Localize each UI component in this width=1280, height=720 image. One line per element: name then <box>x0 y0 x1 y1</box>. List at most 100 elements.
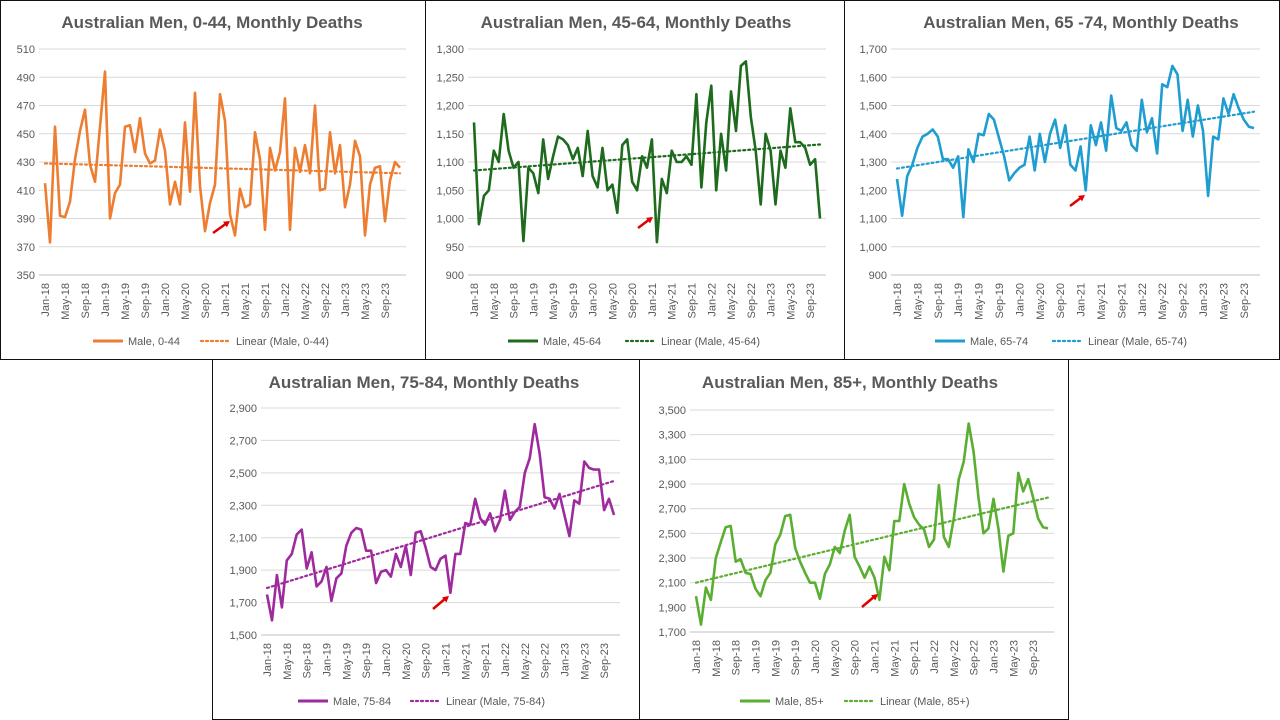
x-tick-label: May-19 <box>548 283 560 320</box>
x-tick-label: Sep-22 <box>1178 283 1190 318</box>
chart-panel-75-84: Australian Men, 75-84, Monthly Deaths 1,5… <box>212 359 640 720</box>
x-tick-label: Sep-19 <box>568 283 580 318</box>
y-tick-label: 1,500 <box>859 101 887 113</box>
x-tick-label: Sep-22 <box>969 640 981 675</box>
arrow-head <box>442 596 449 603</box>
x-tick-label: Jan-21 <box>647 283 659 317</box>
x-tick-label: Sep-20 <box>850 640 862 675</box>
x-tick-label: May-18 <box>711 640 723 677</box>
arrow-head <box>871 594 878 601</box>
series-line <box>43 70 401 244</box>
chart-title: Australian Men, 65 -74, Monthly Deaths <box>923 13 1239 32</box>
x-tick-label: Sep-21 <box>686 283 698 318</box>
x-tick-label: Jan-18 <box>469 283 481 317</box>
y-tick-label: 3,100 <box>658 454 686 466</box>
x-tick-label: Jan-23 <box>766 283 778 317</box>
x-tick-label: Jan-20 <box>160 283 172 317</box>
x-tick-label: Jan-18 <box>262 643 274 677</box>
y-tick-label: 350 <box>17 270 35 282</box>
y-tick-label: 1,500 <box>229 630 257 642</box>
chart-panel-85-plus: Australian Men, 85+, Monthly Deaths 1,700… <box>639 359 1069 720</box>
x-tick-label: May-20 <box>607 283 619 320</box>
x-tick-label: May-19 <box>770 640 782 677</box>
x-tick-label: Jan-22 <box>706 283 718 317</box>
y-tick-label: 390 <box>17 214 35 226</box>
x-tick-label: Sep-20 <box>421 643 433 678</box>
x-tick-label: Sep-20 <box>200 283 212 318</box>
y-tick-label: 2,100 <box>658 578 686 590</box>
series-line <box>694 422 1049 626</box>
y-tick-label: 510 <box>17 44 35 56</box>
y-tick-label: 2,700 <box>658 504 686 516</box>
y-tick-label: 2,500 <box>229 468 257 480</box>
y-tick-label: 470 <box>17 101 35 113</box>
x-tick-label: May-21 <box>889 640 901 677</box>
x-tick-label: May-21 <box>240 283 252 320</box>
y-tick-label: 2,700 <box>229 435 257 447</box>
y-tick-label: 950 <box>446 242 464 254</box>
x-tick-label: May-22 <box>300 283 312 320</box>
x-tick-label: Jan-22 <box>1137 283 1149 317</box>
x-tick-label: May-22 <box>949 640 961 677</box>
trend-line <box>694 496 1050 584</box>
x-tick-label: Jan-18 <box>892 283 904 317</box>
chart-svg-45-64: Australian Men, 45-64, Monthly Deaths 900… <box>436 13 826 348</box>
arrow-annotation <box>861 595 876 608</box>
y-tick-label: 1,150 <box>436 129 464 141</box>
y-tick-label: 1,900 <box>658 602 686 614</box>
x-tick-label: May-18 <box>60 283 72 320</box>
y-tick-label: 1,050 <box>436 185 464 197</box>
x-tick-label: May-20 <box>830 640 842 677</box>
x-tick-label: May-23 <box>1218 283 1230 320</box>
y-tick-label: 1,100 <box>436 157 464 169</box>
y-tick-label: 1,300 <box>859 157 887 169</box>
y-tick-label: 1,600 <box>859 72 887 84</box>
legend-label: Male, 75-84 <box>333 696 391 708</box>
x-tick-label: Jan-22 <box>500 643 512 677</box>
series-line <box>895 64 1255 219</box>
x-tick-label: May-21 <box>460 643 472 680</box>
x-tick-label: Sep-21 <box>909 640 921 675</box>
y-tick-label: 1,900 <box>229 565 257 577</box>
x-tick-label: Sep-21 <box>260 283 272 318</box>
y-tick-label: 2,900 <box>229 403 257 415</box>
y-tick-label: 2,300 <box>229 500 257 512</box>
legend-label: Linear (Male, 45-64) <box>661 336 760 348</box>
x-tick-label: Sep-23 <box>805 283 817 318</box>
y-tick-label: 1,700 <box>658 627 686 639</box>
y-tick-label: 3,300 <box>658 430 686 442</box>
arrow-annotation <box>212 221 228 235</box>
x-tick-label: Jan-21 <box>869 640 881 674</box>
x-tick-label: Sep-21 <box>1116 283 1128 318</box>
x-tick-label: Jan-22 <box>929 640 941 674</box>
y-tick-label: 370 <box>17 242 35 254</box>
x-tick-label: Sep-19 <box>994 283 1006 318</box>
y-tick-label: 410 <box>17 185 35 197</box>
y-tick-label: 1,300 <box>436 44 464 56</box>
trend-line <box>472 143 822 172</box>
y-tick-label: 1,100 <box>859 214 887 226</box>
y-tick-label: 490 <box>17 72 35 84</box>
x-tick-label: Sep-19 <box>790 640 802 675</box>
legend-label: Linear (Male, 0-44) <box>236 336 329 348</box>
legend-label: Male, 0-44 <box>128 336 180 348</box>
x-tick-label: Jan-23 <box>559 643 571 677</box>
x-tick-label: Sep-18 <box>302 643 314 678</box>
series-line <box>472 60 822 244</box>
x-tick-label: May-18 <box>912 283 924 320</box>
x-tick-label: Jan-21 <box>440 643 452 677</box>
x-tick-label: Sep-18 <box>80 283 92 318</box>
x-tick-label: Sep-21 <box>480 643 492 678</box>
legend-label: Male, 45-64 <box>543 336 601 348</box>
x-tick-label: Sep-20 <box>627 283 639 318</box>
x-tick-label: May-23 <box>579 643 591 680</box>
legend-label: Linear (Male, 75-84) <box>446 696 545 708</box>
y-tick-label: 1,200 <box>859 185 887 197</box>
x-tick-label: Sep-22 <box>320 283 332 318</box>
y-tick-label: 1,700 <box>229 598 257 610</box>
chart-panel-65-74: Australian Men, 65 -74, Monthly Deaths 90… <box>844 0 1280 360</box>
y-tick-label: 450 <box>17 129 35 141</box>
x-tick-label: Jan-20 <box>588 283 600 317</box>
x-tick-label: May-22 <box>1157 283 1169 320</box>
x-tick-label: May-23 <box>360 283 372 320</box>
